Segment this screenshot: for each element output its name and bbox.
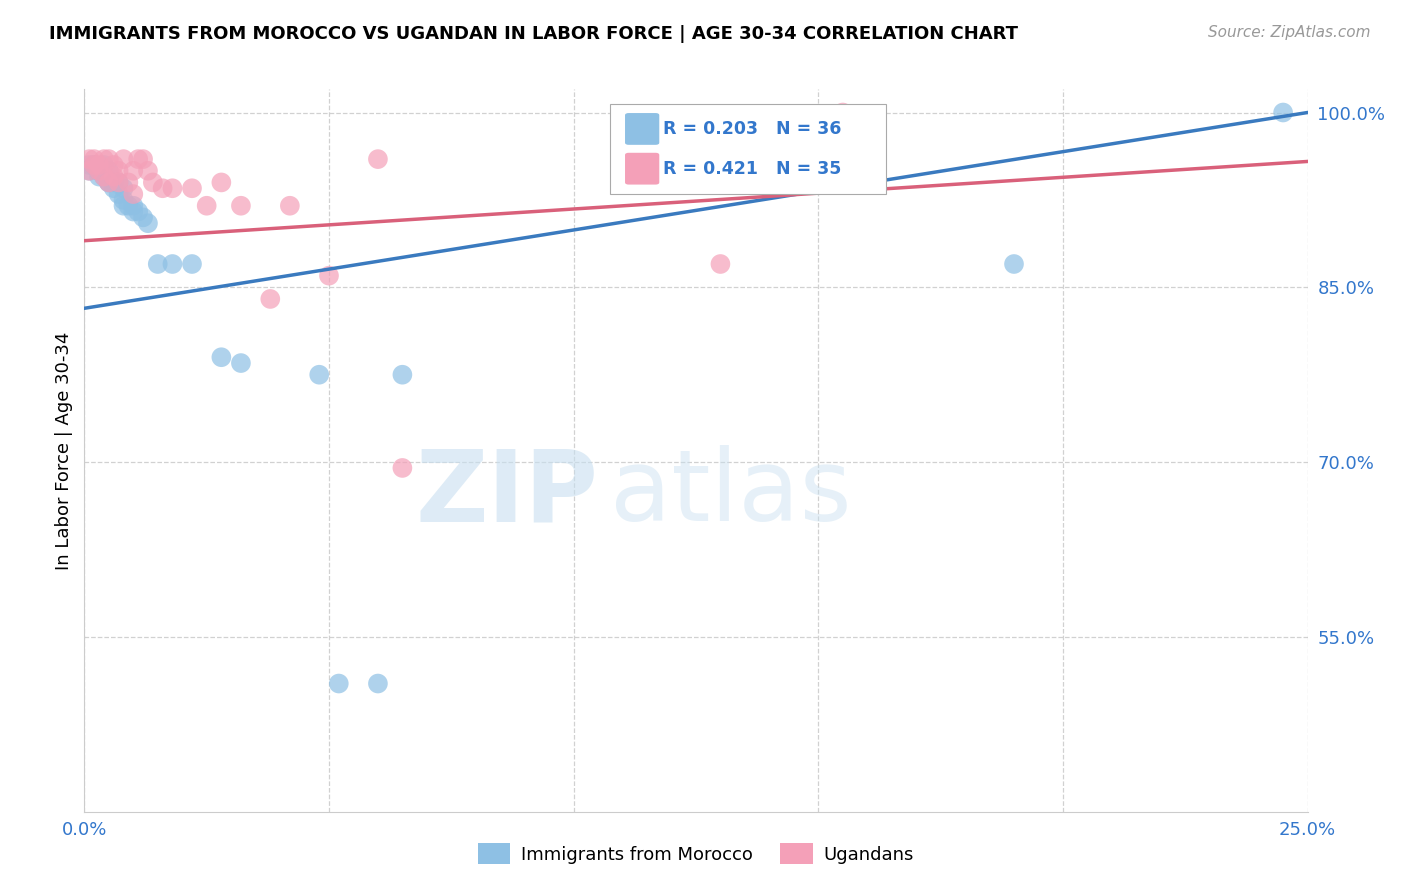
- Point: [93, 152, 115, 166]
- Point: [328, 676, 350, 690]
- Point: [97, 152, 120, 166]
- Point: [1002, 257, 1025, 271]
- Point: [195, 199, 218, 213]
- Point: [367, 676, 389, 690]
- Point: [107, 163, 129, 178]
- Point: [77, 163, 100, 178]
- Point: [1272, 105, 1295, 120]
- Point: [117, 199, 139, 213]
- Point: [278, 199, 301, 213]
- Point: [87, 169, 110, 184]
- Point: [112, 199, 135, 213]
- Point: [87, 158, 110, 172]
- Point: [83, 158, 105, 172]
- Point: [77, 158, 100, 172]
- Point: [87, 163, 110, 178]
- Point: [162, 257, 184, 271]
- Point: [122, 187, 145, 202]
- Point: [308, 368, 330, 382]
- Legend: Immigrants from Morocco, Ugandans: Immigrants from Morocco, Ugandans: [478, 843, 914, 864]
- Point: [112, 181, 135, 195]
- Point: [83, 152, 105, 166]
- Point: [93, 169, 115, 184]
- Point: [209, 350, 232, 364]
- Point: [77, 152, 100, 166]
- Point: [367, 152, 389, 166]
- Text: Source: ZipAtlas.com: Source: ZipAtlas.com: [1208, 25, 1371, 40]
- Point: [97, 163, 120, 178]
- Text: ZIP: ZIP: [415, 445, 598, 542]
- Point: [146, 257, 169, 271]
- Point: [87, 163, 110, 178]
- Point: [391, 461, 413, 475]
- Text: IMMIGRANTS FROM MOROCCO VS UGANDAN IN LABOR FORCE | AGE 30-34 CORRELATION CHART: IMMIGRANTS FROM MOROCCO VS UGANDAN IN LA…: [49, 25, 1018, 43]
- Point: [103, 176, 125, 190]
- Text: R = 0.203   N = 36: R = 0.203 N = 36: [664, 120, 841, 138]
- Point: [229, 199, 252, 213]
- Point: [391, 368, 413, 382]
- Point: [93, 158, 115, 172]
- Point: [103, 181, 125, 195]
- Point: [127, 204, 149, 219]
- Point: [259, 292, 281, 306]
- Point: [181, 181, 204, 195]
- Point: [122, 199, 145, 213]
- FancyBboxPatch shape: [610, 103, 886, 194]
- FancyBboxPatch shape: [626, 113, 659, 145]
- Point: [136, 163, 159, 178]
- Point: [831, 105, 853, 120]
- Point: [97, 176, 120, 190]
- Point: [132, 152, 155, 166]
- Point: [107, 187, 129, 202]
- Point: [107, 176, 129, 190]
- Point: [709, 257, 731, 271]
- Text: R = 0.421   N = 35: R = 0.421 N = 35: [664, 160, 841, 178]
- Point: [152, 181, 174, 195]
- Y-axis label: In Labor Force | Age 30-34: In Labor Force | Age 30-34: [55, 331, 73, 570]
- Point: [87, 163, 110, 178]
- Point: [77, 163, 100, 178]
- Point: [103, 158, 125, 172]
- Point: [162, 181, 184, 195]
- Text: atlas: atlas: [610, 445, 852, 542]
- Point: [136, 216, 159, 230]
- Point: [93, 169, 115, 184]
- Point: [83, 158, 105, 172]
- Point: [122, 204, 145, 219]
- Point: [103, 169, 125, 184]
- Point: [83, 158, 105, 172]
- Point: [117, 176, 139, 190]
- Point: [181, 257, 204, 271]
- Point: [112, 152, 135, 166]
- Point: [97, 176, 120, 190]
- Point: [229, 356, 252, 370]
- Point: [97, 176, 120, 190]
- Point: [209, 176, 232, 190]
- FancyBboxPatch shape: [626, 153, 659, 185]
- Point: [122, 163, 145, 178]
- Point: [127, 152, 149, 166]
- Point: [112, 193, 135, 207]
- Point: [142, 176, 165, 190]
- Point: [132, 211, 155, 225]
- Point: [318, 268, 340, 283]
- Point: [107, 176, 129, 190]
